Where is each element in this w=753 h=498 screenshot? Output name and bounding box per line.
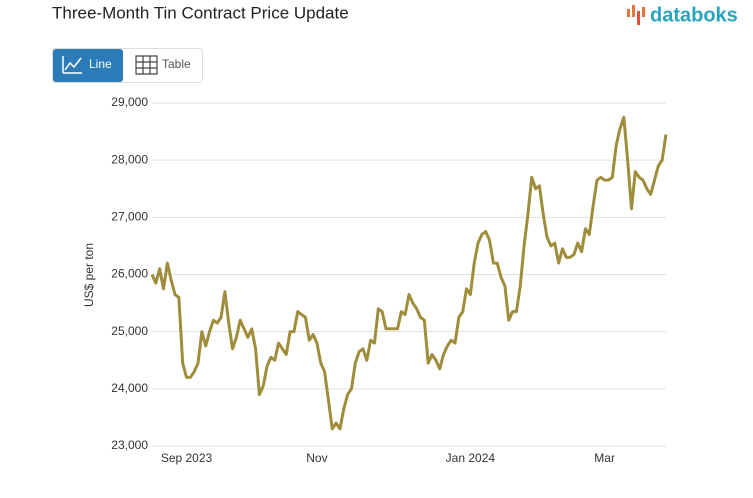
y-tick-label: 25,000 xyxy=(111,324,148,338)
y-tick-label: 28,000 xyxy=(111,152,148,166)
logo-icon xyxy=(632,5,635,17)
y-axis-title: US$ per ton xyxy=(82,243,96,307)
button-label[interactable]: Table xyxy=(162,57,191,71)
y-tick-label: 29,000 xyxy=(111,95,148,109)
logo-icon xyxy=(642,7,645,17)
logo-icon xyxy=(637,11,640,25)
x-tick-label: Sep 2023 xyxy=(161,451,213,465)
button-label[interactable]: Line xyxy=(89,57,112,71)
y-tick-label: 23,000 xyxy=(111,438,148,452)
x-tick-label: Jan 2024 xyxy=(446,451,496,465)
logo: databoks xyxy=(627,4,738,26)
line-icon xyxy=(62,56,82,74)
line-button[interactable]: Line xyxy=(53,49,123,82)
table-button[interactable]: Table xyxy=(135,55,191,75)
y-tick-label: 27,000 xyxy=(111,210,148,224)
y-tick-label: 26,000 xyxy=(111,267,148,281)
line-series xyxy=(150,115,668,431)
x-tick-label: Mar xyxy=(594,451,615,465)
chart-title: Three-Month Tin Contract Price Update xyxy=(52,3,349,22)
logo-icon xyxy=(627,9,630,17)
y-tick-label: 24,000 xyxy=(111,381,148,395)
table-icon xyxy=(135,55,158,75)
x-tick-label: Nov xyxy=(306,451,327,465)
logo-text: databoks xyxy=(650,4,738,26)
